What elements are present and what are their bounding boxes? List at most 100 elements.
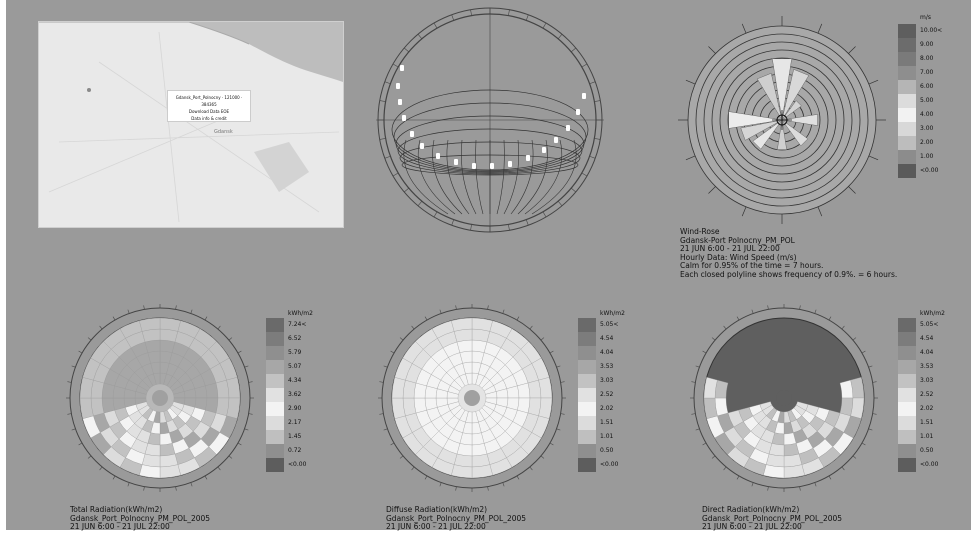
- total-caption-title: Total Radiation(kWh/m2): [70, 505, 163, 514]
- legend-label: 2.17: [288, 419, 302, 426]
- windrose-petal: [781, 100, 802, 121]
- sun-position-marker: [420, 143, 424, 149]
- sunpath-diagram: [376, 7, 604, 233]
- legend-swatch: [898, 402, 916, 416]
- legend-swatch: [898, 136, 916, 150]
- dome-tick: [828, 475, 832, 480]
- legend-label: 4.04: [920, 349, 934, 356]
- legend-swatch: [578, 416, 596, 430]
- windrose-direction-tick: [708, 186, 716, 194]
- dome-patch: [471, 328, 491, 343]
- sun-position-marker: [554, 137, 558, 143]
- windrose-direction-tick: [817, 23, 823, 34]
- dome-tick: [560, 381, 565, 383]
- sun-position-marker: [396, 83, 400, 89]
- sun-position-marker: [576, 109, 580, 115]
- dome-patch: [144, 339, 161, 353]
- legend-label: 3.62: [288, 391, 302, 398]
- dome-tick: [841, 466, 845, 471]
- legend-swatch: [898, 360, 916, 374]
- legend-swatch: [898, 346, 916, 360]
- windrose-petal: [728, 111, 783, 129]
- sun-position-marker: [436, 153, 440, 159]
- legend-swatch: [578, 318, 596, 332]
- sunpath-tick: [557, 34, 563, 39]
- legend-swatch: [578, 388, 596, 402]
- total-caption-period: 21 JUN 6:00 - 21 JUL 22:00: [70, 522, 170, 531]
- legend-swatch: [578, 374, 596, 388]
- dome-tick: [439, 309, 442, 314]
- popup-download[interactable]: Download Data EOE: [188, 109, 230, 114]
- location-map[interactable]: Gdansk_Port_Polnocny · 121000 · 384365 D…: [38, 21, 344, 228]
- sun-position-marker: [472, 163, 476, 169]
- dome-tick: [455, 305, 457, 310]
- legend-swatch: [266, 444, 284, 458]
- dome-tick: [695, 365, 700, 368]
- dome-patch: [159, 443, 176, 457]
- windrose-direction-tick: [848, 46, 856, 54]
- dome-tick: [549, 350, 554, 354]
- legend-label: 9.00: [920, 41, 934, 48]
- dome-tick: [217, 325, 221, 330]
- dome-tick: [751, 309, 754, 314]
- sunpath-hour-line: [446, 139, 470, 215]
- windrose-direction-tick: [848, 186, 856, 194]
- frame-right: [971, 0, 977, 534]
- sun-position-marker: [490, 163, 494, 169]
- dome-tick: [767, 305, 769, 310]
- dome-tick: [411, 466, 415, 471]
- dome-tick: [502, 309, 505, 314]
- map-popup[interactable]: Gdansk_Port_Polnocny · 121000 · 384365 D…: [167, 90, 251, 122]
- dome-patch: [783, 443, 800, 457]
- direct-caption-period: 21 JUN 6:00 - 21 JUL 22:00: [702, 522, 802, 531]
- legend-swatch: [898, 150, 916, 164]
- sun-position-marker: [526, 155, 530, 161]
- dome-patch: [839, 397, 854, 417]
- dome-tick: [143, 305, 145, 310]
- diffuse-legend-unit: kWh/m2: [600, 310, 625, 317]
- dome-patch: [471, 443, 488, 457]
- dome-tick: [399, 337, 404, 341]
- windrose-title: Wind-Rose: [680, 227, 720, 236]
- popup-info[interactable]: Data info & credit: [191, 116, 227, 121]
- sun-position-marker: [566, 125, 570, 131]
- sunpath-tick: [451, 14, 455, 21]
- sunpath-tick: [404, 47, 409, 53]
- wind-rose: [678, 16, 886, 224]
- total-caption-station: Gdansk_Port_Polnocny_PM_POL_2005: [70, 513, 211, 523]
- legend-swatch: [898, 108, 916, 122]
- legend-label: 1.00: [920, 153, 934, 160]
- dome-patch: [139, 317, 161, 332]
- sunpath-tick: [379, 100, 386, 102]
- dome-tick: [204, 475, 208, 480]
- dome-patch: [90, 397, 105, 417]
- legend-swatch: [898, 458, 916, 472]
- legend-label: 2.52: [600, 391, 614, 398]
- legend-swatch: [266, 430, 284, 444]
- legend-swatch: [898, 430, 916, 444]
- legend-label: 2.02: [920, 405, 934, 412]
- dome-tick: [691, 413, 696, 415]
- sunpath-hour-line: [417, 139, 456, 215]
- total-legend: [266, 318, 284, 472]
- legend-label: 4.54: [920, 335, 934, 342]
- legend-swatch: [898, 444, 916, 458]
- legend-swatch: [266, 346, 284, 360]
- legend-label: 5.79: [288, 349, 302, 356]
- legend-swatch: [578, 402, 596, 416]
- diffuse-legend: [578, 318, 596, 472]
- windrose-petal: [781, 114, 818, 126]
- legend-swatch: [898, 66, 916, 80]
- legend-swatch: [898, 318, 916, 332]
- legend-label: 1.51: [920, 419, 934, 426]
- windrose-direction-tick: [685, 155, 696, 161]
- dome-tick: [237, 350, 242, 354]
- windrose-petal: [772, 58, 792, 121]
- sunpath-tick: [557, 201, 563, 206]
- diffuse-radiation-caption: Diffuse Radiation(kWh/m2) Gdansk_Port_Po…: [386, 505, 526, 532]
- dome-tick: [237, 442, 242, 446]
- dome-tick: [87, 455, 92, 459]
- dome-patch: [205, 382, 219, 399]
- direct-caption-station: Gdansk_Port_Polnocny_PM_POL_2005: [702, 513, 843, 523]
- dome-tick: [439, 482, 442, 487]
